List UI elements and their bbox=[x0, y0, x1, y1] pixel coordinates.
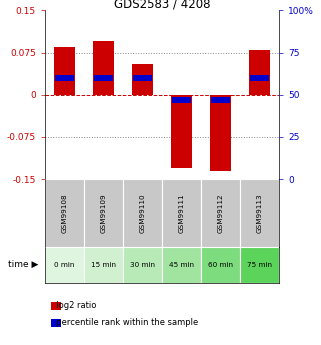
Bar bbox=[94, 75, 113, 81]
Bar bbox=[250, 75, 269, 81]
Text: 45 min: 45 min bbox=[169, 262, 194, 268]
Bar bbox=[171, 95, 192, 168]
Bar bbox=[55, 75, 74, 81]
Bar bbox=[162, 247, 201, 283]
Bar bbox=[45, 179, 84, 247]
Bar bbox=[123, 247, 162, 283]
Text: GSM99108: GSM99108 bbox=[61, 193, 67, 233]
Text: 75 min: 75 min bbox=[247, 262, 272, 268]
Text: 30 min: 30 min bbox=[130, 262, 155, 268]
Bar bbox=[201, 247, 240, 283]
Text: GSM99110: GSM99110 bbox=[140, 193, 146, 233]
Text: GSM99109: GSM99109 bbox=[100, 193, 107, 233]
Bar bbox=[240, 247, 279, 283]
Text: time ▶: time ▶ bbox=[8, 260, 39, 269]
Bar bbox=[84, 247, 123, 283]
Bar bbox=[201, 179, 240, 247]
Text: 0 min: 0 min bbox=[54, 262, 75, 268]
Bar bbox=[123, 179, 162, 247]
Text: GSM99111: GSM99111 bbox=[178, 193, 185, 233]
Bar bbox=[211, 97, 230, 104]
Bar bbox=[45, 247, 84, 283]
Text: GSM99112: GSM99112 bbox=[218, 193, 224, 233]
Bar bbox=[84, 179, 123, 247]
Bar bbox=[240, 179, 279, 247]
Bar bbox=[172, 97, 191, 104]
Bar bbox=[93, 41, 114, 95]
Text: percentile rank within the sample: percentile rank within the sample bbox=[51, 318, 199, 327]
Bar bbox=[133, 75, 152, 81]
Bar bbox=[54, 47, 75, 95]
Text: 15 min: 15 min bbox=[91, 262, 116, 268]
Text: 60 min: 60 min bbox=[208, 262, 233, 268]
Bar bbox=[162, 179, 201, 247]
Text: log2 ratio: log2 ratio bbox=[51, 301, 97, 310]
Bar bbox=[132, 64, 153, 95]
Text: GSM99113: GSM99113 bbox=[257, 193, 263, 233]
Bar bbox=[249, 50, 271, 95]
Bar bbox=[210, 95, 231, 171]
Title: GDS2583 / 4208: GDS2583 / 4208 bbox=[114, 0, 210, 10]
